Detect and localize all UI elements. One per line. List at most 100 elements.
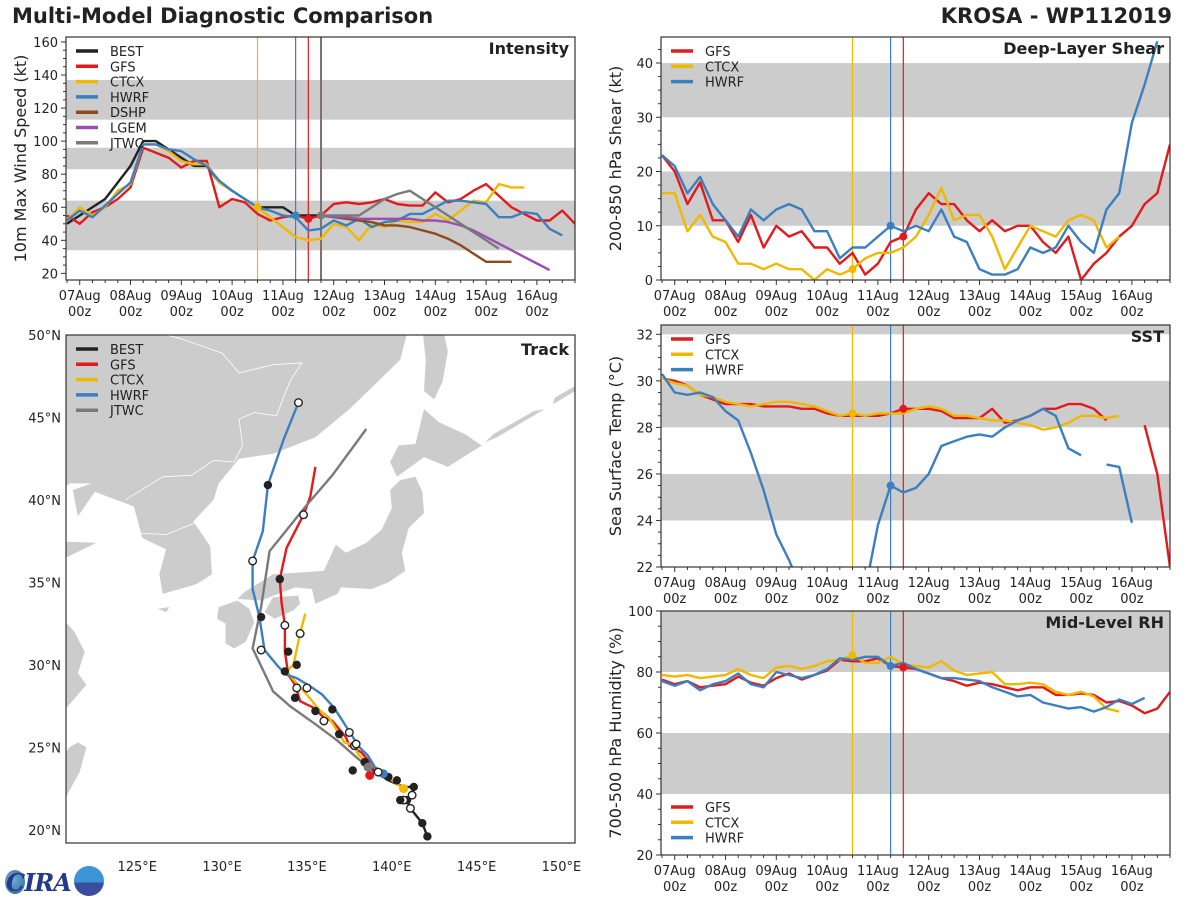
track-marker-filled	[409, 782, 419, 792]
legend-label-ctcx: CTCX	[110, 76, 144, 91]
land-jeju	[157, 607, 170, 613]
shaded-band	[661, 473, 1170, 521]
land-honshu	[237, 476, 424, 604]
x-tick-label: 10Aug	[806, 864, 848, 879]
y-tick-label: 22	[636, 561, 653, 576]
legend-label-ctcx: CTCX	[705, 348, 739, 363]
y-tick-label: 0	[645, 274, 653, 289]
cira-globe-icon	[5, 870, 25, 894]
x-tick-label-hour: 00z	[1120, 880, 1144, 895]
y-tick-label: 40	[636, 57, 653, 72]
lon-tick-label: 130°E	[202, 860, 242, 875]
x-tick-label-hour: 00z	[917, 880, 941, 895]
x-tick-label: 12Aug	[908, 576, 950, 591]
track-marker-open	[256, 645, 266, 655]
lon-tick-label: 150°E	[542, 860, 582, 875]
x-tick-label: 11Aug	[857, 864, 899, 879]
series-line-best	[66, 139, 321, 225]
x-tick-label-hour: 00z	[424, 305, 448, 320]
legend-label-dshp: DSHP	[110, 106, 146, 121]
track-marker-filled	[284, 647, 293, 656]
track-marker-open	[293, 398, 303, 408]
x-tick-label: 16Aug	[516, 289, 558, 304]
x-tick-label-hour: 00z	[765, 592, 789, 607]
lon-tick-label: 135°E	[287, 860, 327, 875]
track-init-point-gfs	[365, 770, 375, 780]
land-china-coast	[66, 622, 87, 709]
x-tick-label-hour: 00z	[663, 880, 687, 895]
lat-tick-label: 50°N	[28, 329, 61, 344]
legend-label-hwrf: HWRF	[110, 91, 149, 106]
x-tick-label-hour: 00z	[714, 592, 738, 607]
series-line-dshp	[320, 214, 512, 263]
legend-label-hwrf: HWRF	[110, 389, 149, 404]
shaded-band	[661, 171, 1170, 226]
x-tick-label-hour: 00z	[815, 592, 839, 607]
x-tick-label-hour: 00z	[866, 880, 890, 895]
legend-label-hwrf: HWRF	[705, 76, 744, 91]
plot-frame	[65, 36, 576, 281]
series-line-hwrf	[66, 143, 563, 237]
track-marker-open	[302, 683, 312, 693]
lat-tick-label: 20°N	[28, 824, 61, 839]
track-line-jtwc	[251, 428, 369, 769]
x-tick-label-hour: 00z	[1019, 880, 1043, 895]
x-tick-label-hour: 00z	[220, 305, 244, 320]
x-tick-label-hour: 00z	[1069, 592, 1093, 607]
x-tick-label-hour: 00z	[170, 305, 194, 320]
track-marker-filled	[292, 660, 301, 670]
x-tick-label-hour: 00z	[373, 305, 397, 320]
series-line-lgem	[320, 214, 551, 272]
y-tick-label: 20	[41, 267, 58, 282]
track-line-gfs	[278, 466, 376, 777]
lon-tick-label: 145°E	[457, 860, 497, 875]
track-marker-open	[292, 683, 302, 693]
x-tick-label-hour: 00z	[1019, 592, 1043, 607]
series-line-ctcx	[661, 377, 1120, 431]
x-tick-label: 09Aug	[160, 289, 202, 304]
legend-label-gfs: GFS	[110, 358, 136, 373]
track-line-ctcx	[285, 613, 405, 790]
x-tick-label-hour: 00z	[525, 305, 549, 320]
x-tick-label-hour: 00z	[866, 592, 890, 607]
y-tick-label: 40	[636, 788, 653, 803]
x-tick-label: 15Aug	[1060, 289, 1102, 304]
y-tick-label: 60	[41, 201, 58, 216]
init-point-jtwc	[317, 211, 326, 220]
track-marker-filled	[290, 693, 300, 703]
x-tick-label-hour: 00z	[968, 305, 992, 320]
border-china-russia	[164, 335, 303, 463]
x-tick-label-hour: 00z	[714, 880, 738, 895]
series-line-hwrf	[661, 40, 1159, 276]
legend-label-gfs: GFS	[110, 60, 136, 75]
y-tick-label: 140	[33, 69, 58, 84]
legend-label-best: BEST	[110, 343, 143, 358]
y-tick-label: 160	[33, 36, 58, 51]
panel-title: SST	[1131, 327, 1164, 346]
border-china-korea	[125, 459, 235, 501]
x-tick-label: 15Aug	[1060, 576, 1102, 591]
x-tick-label: 09Aug	[755, 576, 797, 591]
track-marker-open	[344, 727, 354, 737]
x-tick-label: 16Aug	[1111, 576, 1153, 591]
x-tick-label-hour: 00z	[815, 305, 839, 320]
series-line-ctcx	[661, 654, 1120, 713]
track-marker-filled	[275, 574, 284, 584]
series-line-hwrf	[661, 373, 1082, 567]
x-tick-label-hour: 00z	[765, 880, 789, 895]
x-tick-label-hour: 00z	[68, 305, 92, 320]
x-tick-label-hour: 00z	[917, 305, 941, 320]
x-tick-label: 08Aug	[705, 576, 747, 591]
track-marker-filled	[263, 480, 273, 490]
x-tick-label: 14Aug	[1009, 864, 1051, 879]
series-line-ctcx	[662, 186, 1120, 280]
x-tick-label-hour: 00z	[663, 592, 687, 607]
y-tick-label: 20	[636, 166, 653, 181]
chart-shear: 01020304007Aug00z08Aug00z09Aug00z10Aug00…	[606, 36, 1171, 320]
x-tick-label: 07Aug	[654, 576, 696, 591]
legend-label-ctcx: CTCX	[705, 60, 739, 75]
legend-label-best: BEST	[110, 45, 143, 60]
